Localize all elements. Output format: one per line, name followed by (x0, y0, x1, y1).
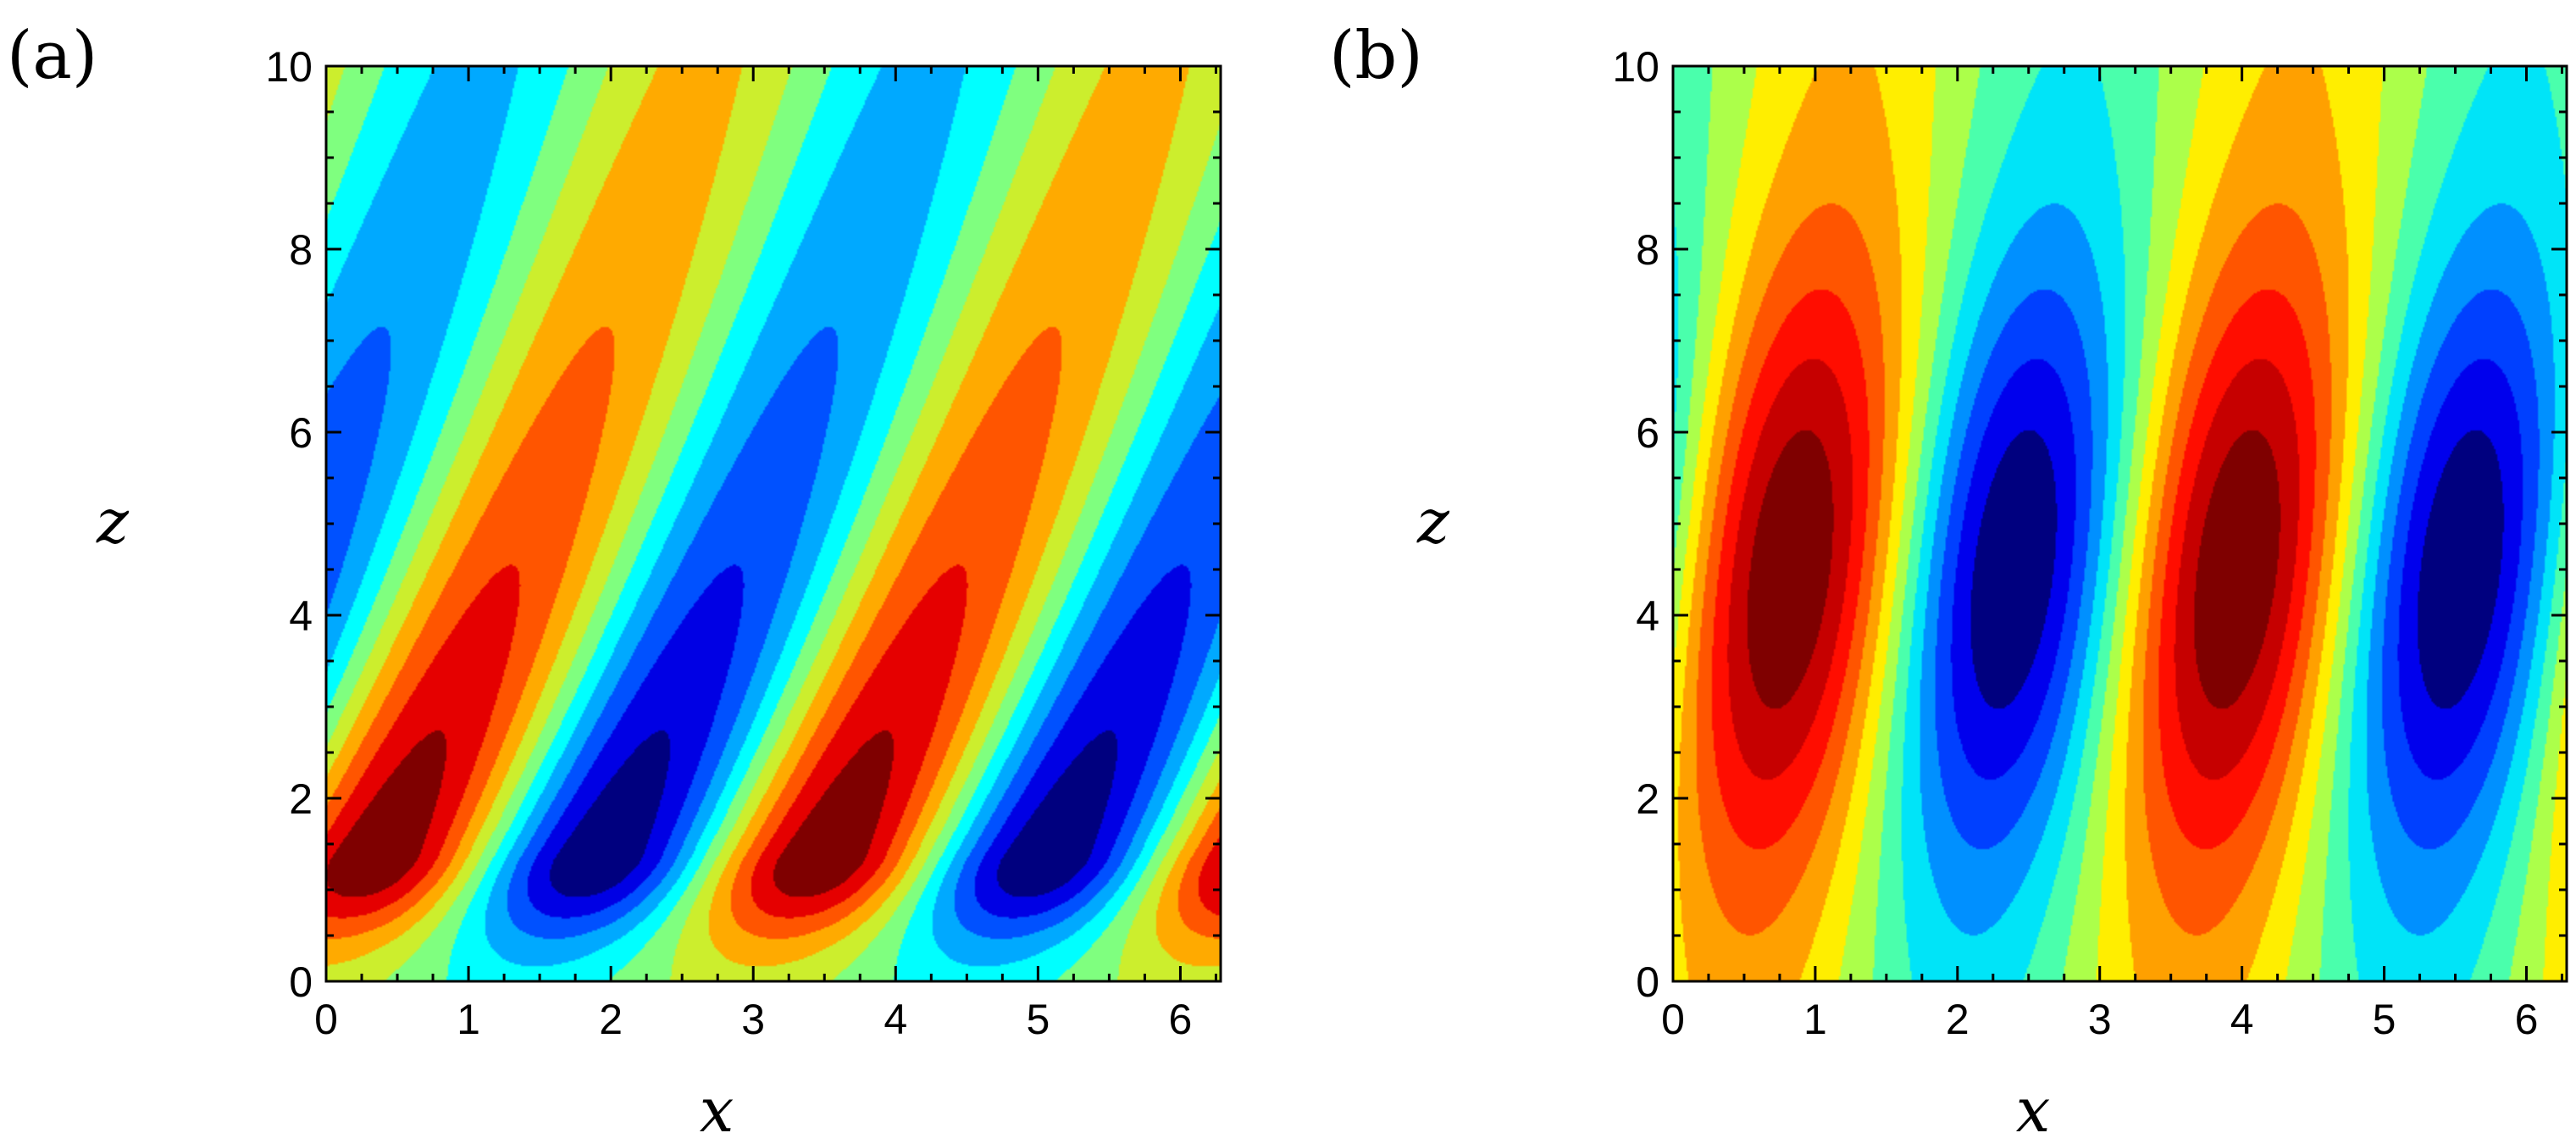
panel-b-y-tick-1: 2 (1636, 775, 1659, 823)
panel-b-x-tick-6: 6 (2515, 996, 2539, 1043)
panel-a-contour-field (326, 66, 1221, 981)
panel-a-x-tick-2: 2 (599, 996, 623, 1043)
panel-a-y-tick-2: 4 (289, 592, 313, 640)
panel-a-y-tick-5: 10 (265, 43, 313, 91)
panel-a: (a) 0 1 2 3 4 5 6 0 2 4 6 8 10 x z (7, 18, 1222, 1144)
panel-b: (b) 0 1 2 3 4 5 6 0 2 4 6 8 10 x z (1329, 18, 2568, 1144)
panel-b-x-tick-2: 2 (1946, 996, 1969, 1043)
panel-b-x-tick-4: 4 (2230, 996, 2254, 1043)
panel-a-x-tick-5: 5 (1026, 996, 1050, 1043)
panel-b-y-tick-4: 8 (1636, 226, 1659, 274)
panel-b-ticks (1671, 64, 2567, 983)
panel-a-x-tick-3: 3 (741, 996, 765, 1043)
panel-a-y-tick-1: 2 (289, 775, 313, 823)
panel-b-y-tick-5: 10 (1612, 43, 1659, 91)
panel-a-y-tick-4: 8 (289, 226, 313, 274)
panel-a-x-axis-label: x (700, 1075, 734, 1144)
panel-a-x-tick-6: 6 (1169, 996, 1193, 1043)
panel-a-label: (a) (7, 18, 97, 94)
panel-b-x-axis-label: x (2016, 1075, 2051, 1144)
panel-b-y-tick-3: 6 (1636, 409, 1659, 457)
panel-b-x-tick-3: 3 (2088, 996, 2112, 1043)
panel-a-x-tick-0: 0 (314, 996, 338, 1043)
panel-a-y-tick-0: 0 (289, 958, 313, 1006)
panel-a-ticks (324, 64, 1221, 983)
panel-b-x-tick-0: 0 (1661, 996, 1685, 1043)
panel-a-x-tick-1: 1 (457, 996, 480, 1043)
panel-b-y-tick-2: 4 (1636, 592, 1659, 640)
panel-b-label: (b) (1329, 18, 1423, 94)
panel-a-y-axis-label: z (96, 486, 130, 557)
panel-b-x-tick-1: 1 (1803, 996, 1827, 1043)
panel-b-contour-field (1673, 66, 2567, 981)
panel-b-x-tick-5: 5 (2373, 996, 2396, 1043)
panel-b-y-tick-0: 0 (1636, 958, 1659, 1006)
panel-a-y-tick-3: 6 (289, 409, 313, 457)
panel-b-y-axis-label: z (1416, 486, 1450, 557)
panel-a-x-tick-4: 4 (884, 996, 907, 1043)
